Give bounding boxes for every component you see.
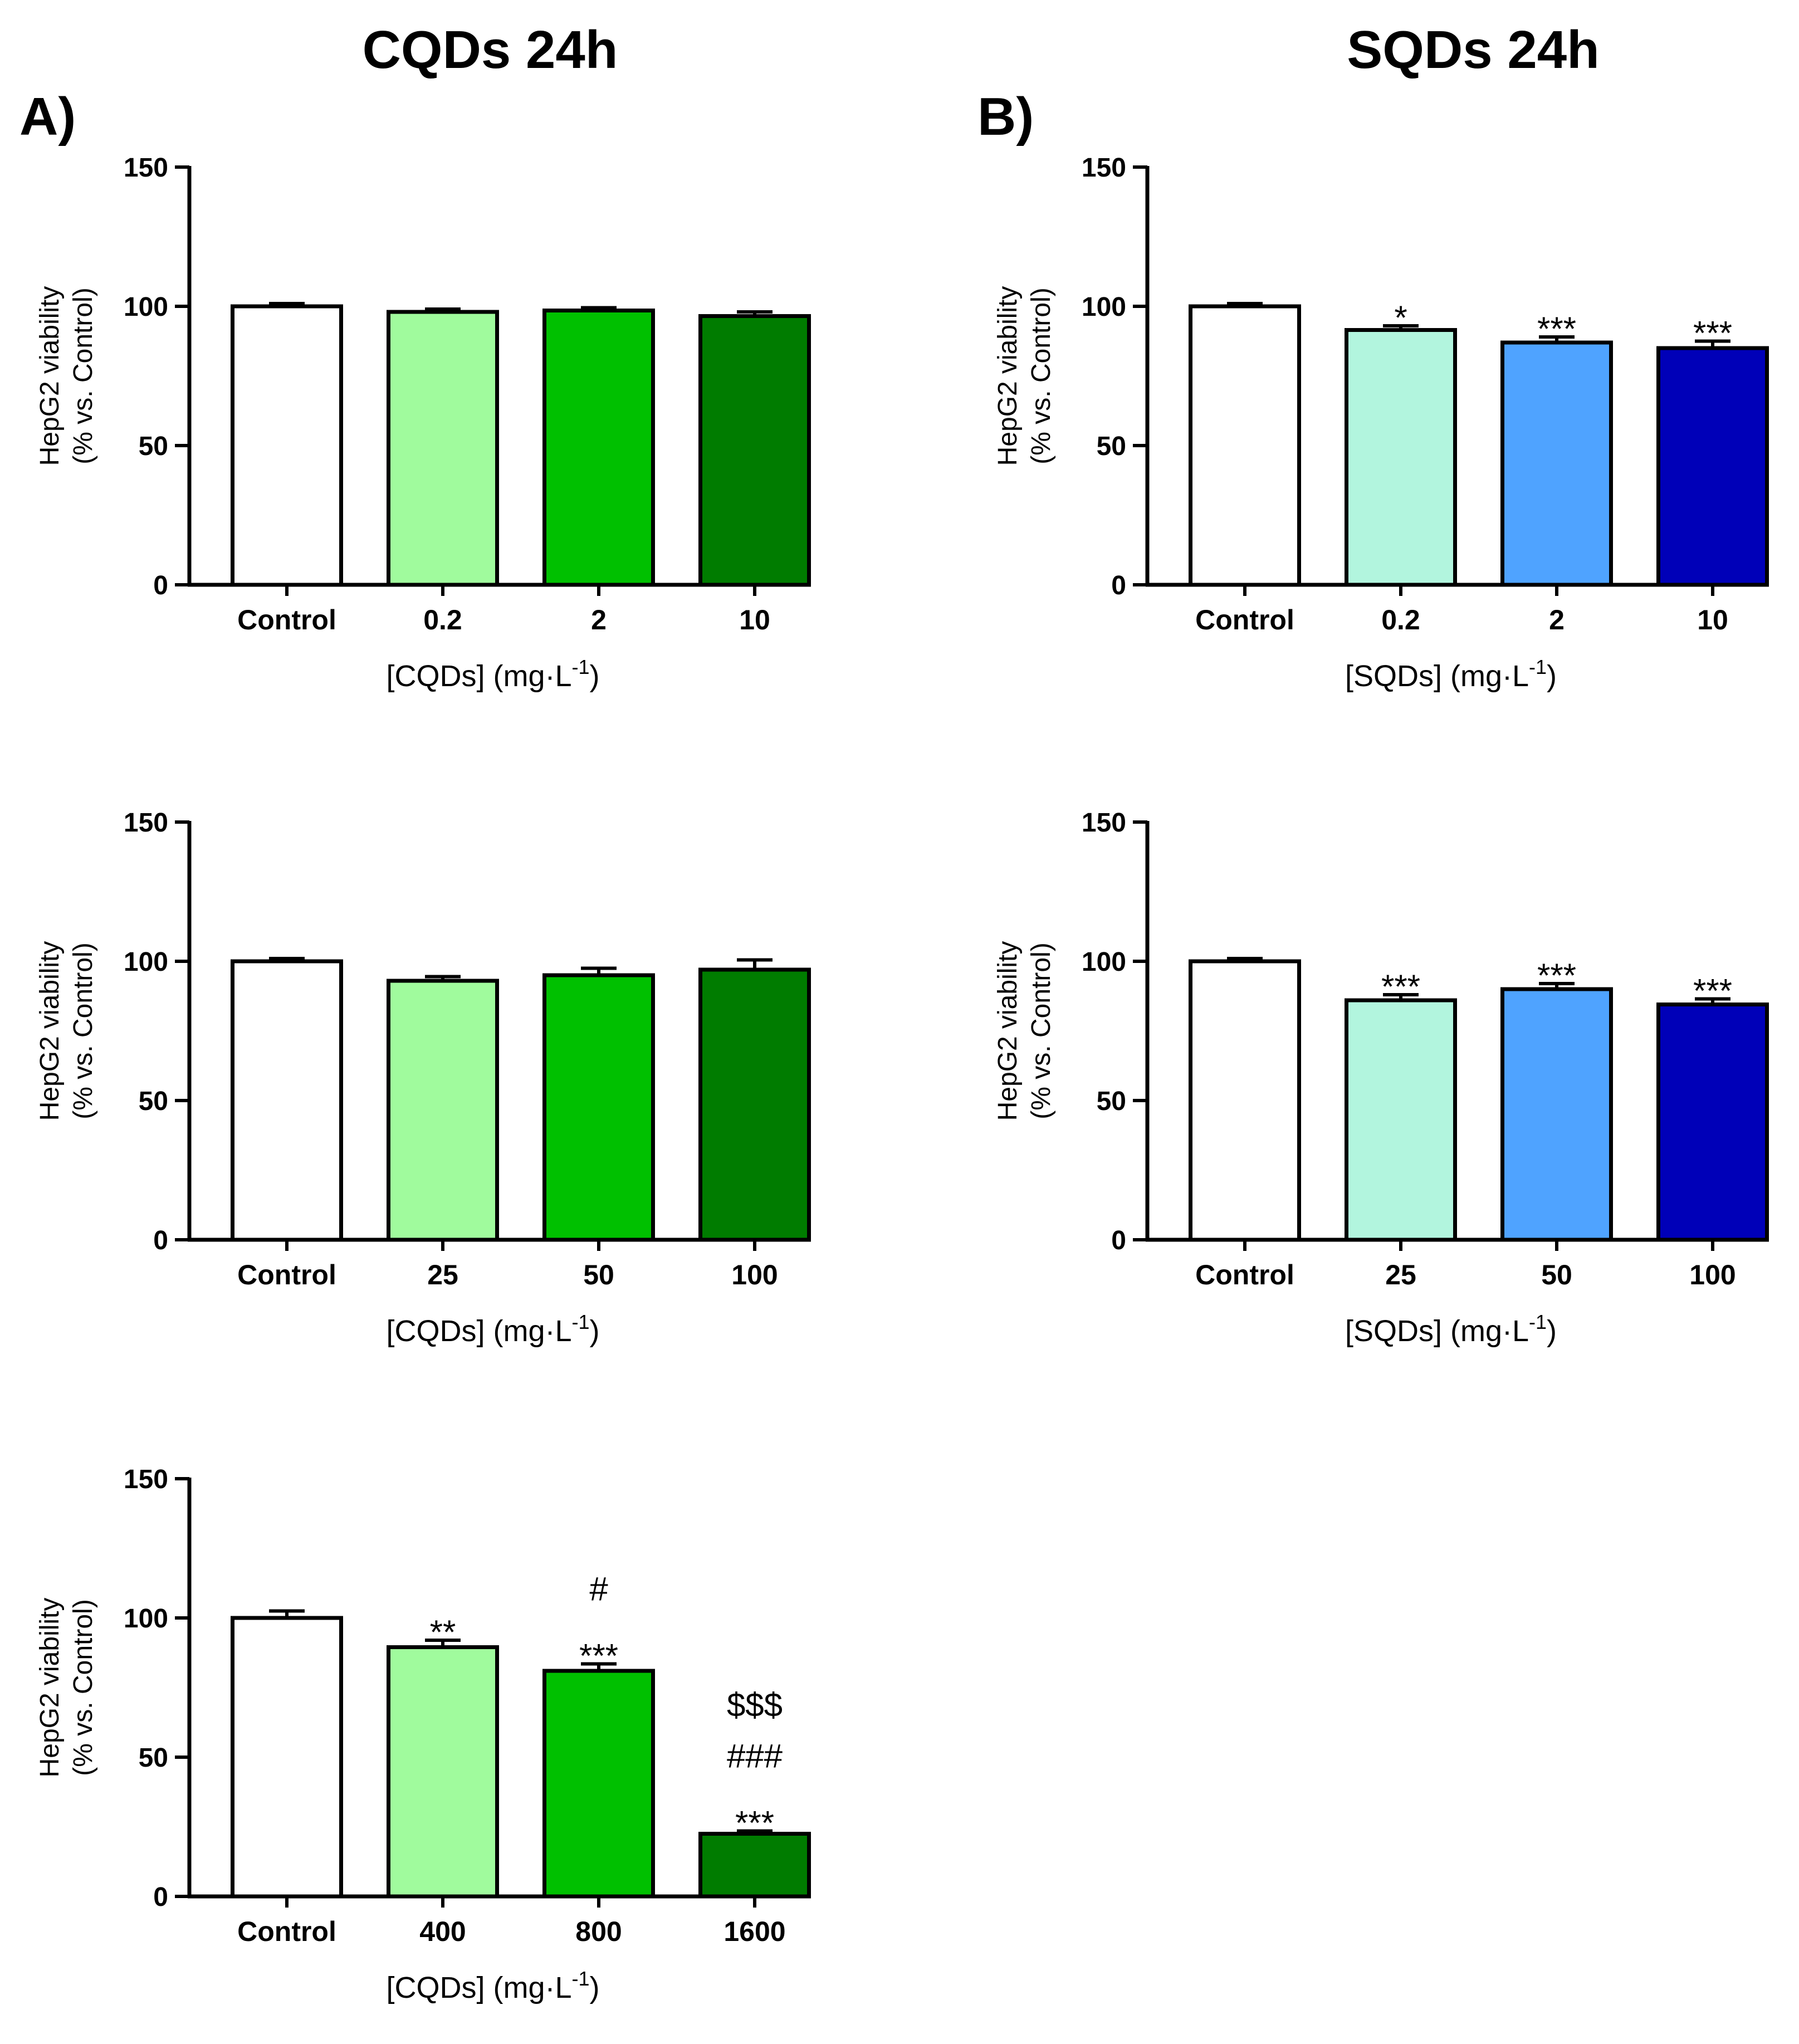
category-label: 50: [583, 1259, 614, 1290]
y-axis-title-line1: HepG2 viability: [35, 1598, 65, 1778]
y-axis-title-line2: (% vs. Control): [69, 942, 98, 1119]
bar-Control: [231, 959, 343, 1242]
bar-800: [542, 1669, 655, 1899]
category-label: 10: [739, 604, 770, 635]
category-label: 2: [1549, 604, 1565, 635]
bar-0.2: [1345, 328, 1457, 587]
category-label: 1600: [723, 1916, 785, 1947]
category-label: 25: [1385, 1259, 1416, 1290]
significance-annotation: ***: [1381, 968, 1420, 1005]
y-tick-label: 150: [1082, 153, 1126, 183]
significance-annotation: **: [430, 1613, 456, 1651]
category-label: 25: [427, 1259, 458, 1290]
category-label: 800: [575, 1916, 622, 1947]
y-tick-label: 150: [124, 153, 168, 183]
bar-2: [542, 309, 655, 587]
y-tick-label: 100: [124, 292, 168, 322]
panel-label-a: A): [19, 87, 76, 146]
y-tick-label: 50: [1097, 1087, 1126, 1116]
y-axis-title-line2: (% vs. Control): [69, 1599, 98, 1776]
category-label: Control: [237, 1916, 336, 1947]
y-axis-title-line1: HepG2 viability: [993, 286, 1023, 466]
y-axis-title-line2: (% vs. Control): [69, 287, 98, 464]
bar-1600: [698, 1832, 811, 1899]
y-tick-label: 100: [124, 947, 168, 977]
significance-annotation: ***: [1693, 315, 1732, 352]
category-label: Control: [237, 1259, 336, 1290]
column-title-sqds: SQDs 24h: [1347, 20, 1600, 80]
bar-25: [1345, 998, 1457, 1242]
bar-25: [387, 979, 499, 1242]
significance-annotation: $$$: [727, 1686, 783, 1724]
y-tick-label: 150: [124, 808, 168, 838]
bar-0.2: [387, 310, 499, 587]
y-tick-label: 0: [153, 1226, 168, 1255]
significance-annotation: ###: [727, 1738, 783, 1775]
y-tick-label: 100: [124, 1604, 168, 1634]
y-axis-title-line2: (% vs. Control): [1026, 942, 1056, 1119]
y-tick-label: 100: [1082, 947, 1126, 977]
column-title-cqds: CQDs 24h: [363, 20, 618, 80]
y-tick-label: 150: [1082, 808, 1126, 838]
significance-annotation: #: [589, 1571, 608, 1608]
significance-annotation: ***: [579, 1637, 618, 1675]
y-tick-label: 150: [124, 1465, 168, 1494]
category-label: 0.2: [423, 604, 462, 635]
bar-Control: [231, 1616, 343, 1899]
y-tick-label: 50: [1097, 432, 1126, 461]
panel-label-b: B): [977, 87, 1034, 146]
bar-400: [387, 1645, 499, 1899]
y-tick-label: 100: [1082, 292, 1126, 322]
chart-0: 0 50 100 150 HepG2 viability (% vs. Control) C…: [35, 153, 811, 693]
bar-50: [542, 973, 655, 1242]
bar-10: [698, 314, 811, 587]
y-axis-title-line2: (% vs. Control): [1026, 287, 1056, 464]
bar-2: [1500, 340, 1613, 587]
x-axis-title: [CQDs] (mg·L-1): [386, 1310, 599, 1348]
y-tick-label: 50: [139, 1743, 168, 1773]
y-tick-label: 0: [153, 571, 168, 600]
category-label: 100: [1689, 1259, 1736, 1290]
y-tick-label: 0: [153, 1882, 168, 1912]
significance-annotation: ***: [1537, 310, 1576, 348]
x-axis-title: [CQDs] (mg·L-1): [386, 1967, 599, 2004]
category-label: 0.2: [1381, 604, 1420, 635]
category-label: 2: [591, 604, 607, 635]
y-axis-title-line1: HepG2 viability: [35, 286, 65, 466]
x-axis-title: [SQDs] (mg·L-1): [1345, 1310, 1557, 1348]
bar-50: [1500, 987, 1613, 1242]
bar-Control: [1189, 959, 1301, 1242]
y-tick-label: 50: [139, 1087, 168, 1116]
category-label: 100: [731, 1259, 778, 1290]
bar-100: [1656, 1003, 1769, 1242]
bar-Control: [231, 304, 343, 587]
significance-annotation: ***: [735, 1805, 774, 1842]
chart-1: 0 50 100 150 HepG2 viability (% vs. Control) C…: [993, 153, 1769, 693]
chart-2: 0 50 100 150 HepG2 viability (% vs. Control) C…: [35, 808, 811, 1348]
bar-10: [1656, 346, 1769, 587]
bar-Control: [1189, 304, 1301, 587]
chart-3: 0 50 100 150 HepG2 viability (% vs. Control) C…: [993, 808, 1769, 1348]
y-tick-label: 50: [139, 432, 168, 461]
y-axis-title-line1: HepG2 viability: [993, 941, 1023, 1121]
significance-annotation: *: [1394, 299, 1407, 336]
category-label: 400: [419, 1916, 466, 1947]
category-label: Control: [237, 604, 336, 635]
y-tick-label: 0: [1111, 1226, 1126, 1255]
y-axis-title-line1: HepG2 viability: [35, 941, 65, 1121]
category-label: Control: [1195, 604, 1294, 635]
bar-100: [698, 967, 811, 1242]
x-axis-title: [SQDs] (mg·L-1): [1345, 656, 1557, 693]
category-label: Control: [1195, 1259, 1294, 1290]
significance-annotation: ***: [1537, 957, 1576, 994]
chart-4: 0 50 100 150 HepG2 viability (% vs. Control) C…: [35, 1465, 811, 2004]
significance-annotation: ***: [1693, 972, 1732, 1010]
y-tick-label: 0: [1111, 571, 1126, 600]
category-label: 50: [1541, 1259, 1572, 1290]
category-label: 10: [1697, 604, 1728, 635]
x-axis-title: [CQDs] (mg·L-1): [386, 656, 599, 693]
